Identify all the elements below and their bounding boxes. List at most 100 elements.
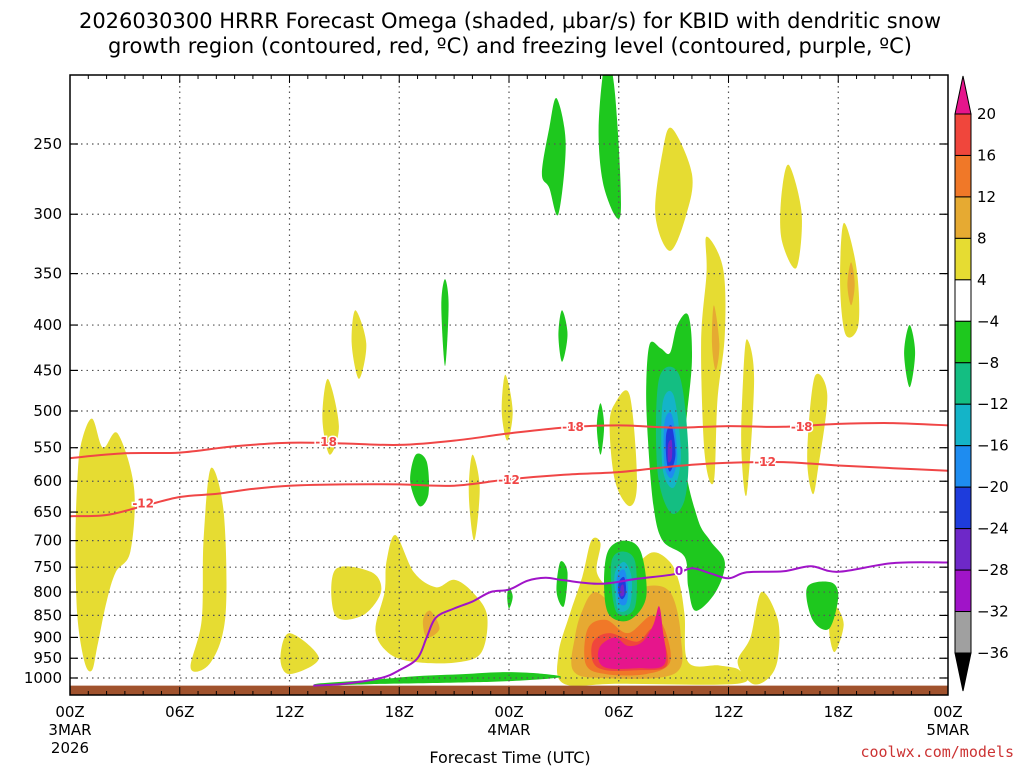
colorbar: 20 16 12 8 4 −4 −8 −12 −16 −20 −24 −28 −32 −36 xyxy=(954,75,1009,692)
y-tick-label-400: 400 xyxy=(33,316,62,334)
y-tick-label-600: 600 xyxy=(33,472,62,490)
omega-region-25 xyxy=(597,606,667,670)
x-tick-label-1: 06Z xyxy=(165,703,194,721)
contour-label-dgz-minus-18-2: -18 xyxy=(791,420,813,434)
colorbar-label-13: −36 xyxy=(977,644,1009,662)
contour-label-dgz-minus-18-1: -18 xyxy=(562,420,584,434)
colorbar-bin-5 xyxy=(954,279,972,322)
y-tick-label-350: 350 xyxy=(33,265,62,283)
omega-region-12 xyxy=(701,236,726,485)
colorbar-bin-2 xyxy=(954,154,972,198)
y-tick-label-500: 500 xyxy=(33,402,62,420)
y-tick-label-950: 950 xyxy=(33,649,62,667)
omega-region-16 xyxy=(807,373,828,495)
contour-label-dgz-minus-18-0: -18 xyxy=(315,435,337,449)
x-tick-label-6: 12Z xyxy=(714,703,743,721)
y-tick-label-700: 700 xyxy=(33,532,62,550)
omega-region-38 xyxy=(313,672,561,686)
omega-region-3 xyxy=(322,378,339,455)
colorbar-label-8: −16 xyxy=(977,437,1009,455)
colorbar-label-10: −24 xyxy=(977,520,1009,538)
omega-region-28 xyxy=(441,279,449,367)
y-tick-label-300: 300 xyxy=(33,205,62,223)
contour-freezing-level xyxy=(313,561,948,687)
axes: 250 300 350 400 450 500 550 600 650 700 750 800 850 9… xyxy=(24,74,970,757)
colorbar-bin-6 xyxy=(954,320,972,364)
x-tick-label-0: 00Z xyxy=(55,703,84,721)
omega-region-10 xyxy=(609,390,637,507)
omega-region-6 xyxy=(375,534,488,664)
colorbar-label-4: 4 xyxy=(977,271,987,289)
colorbar-label-1: 16 xyxy=(977,146,996,164)
colorbar-bin-13 xyxy=(954,611,972,654)
omega-region-1 xyxy=(190,467,227,672)
x-axis-title: Forecast Time (UTC) xyxy=(429,748,590,767)
contour-dgz-minus-18 xyxy=(70,422,948,460)
omega-shading xyxy=(75,75,916,686)
omega-region-48 xyxy=(620,584,625,597)
colorbar-bin-10 xyxy=(954,486,972,530)
colorbar-label-2: 12 xyxy=(977,188,996,206)
colorbar-bin-4 xyxy=(954,237,972,281)
colorbar-bin-7 xyxy=(954,362,972,405)
omega-region-14 xyxy=(737,591,780,685)
omega-region-47 xyxy=(667,439,673,463)
x-tick-label-2: 12Z xyxy=(275,703,304,721)
y-tick-label-550: 550 xyxy=(33,439,62,457)
y-tick-label-750: 750 xyxy=(33,558,62,576)
colorbar-label-0: 20 xyxy=(977,105,996,123)
omega-region-37 xyxy=(904,325,916,388)
credit-text[interactable]: coolwx.com/models xyxy=(860,743,1014,761)
omega-region-30 xyxy=(410,453,430,507)
colorbar-top-triangle xyxy=(954,75,972,115)
omega-region-27 xyxy=(598,75,621,219)
colorbar-bin-3 xyxy=(954,196,972,239)
colorbar-label-9: −20 xyxy=(977,478,1009,496)
colorbar-bin-9 xyxy=(954,445,972,488)
colorbar-bottom-triangle xyxy=(954,652,972,692)
omega-region-5 xyxy=(331,566,382,620)
omega-region-13 xyxy=(741,339,755,496)
x-tick-label-3: 18Z xyxy=(385,703,414,721)
contour-lines: -18 -18 -18 -12 -12 -12 0 xyxy=(70,418,948,687)
omega-region-22 xyxy=(711,305,720,371)
omega-region-31 xyxy=(596,403,605,455)
chart-title-line-2: growth region (contoured, red, ºC) and f… xyxy=(108,34,912,58)
x-tick-label-4: 00Z xyxy=(494,703,523,721)
y-tick-label-850: 850 xyxy=(33,606,62,624)
omega-region-34 xyxy=(556,561,568,607)
omega-region-8 xyxy=(468,454,480,541)
omega-region-36 xyxy=(806,581,839,631)
x-tick-date-4: 4MAR xyxy=(487,721,530,739)
omega-region-21 xyxy=(847,262,855,306)
colorbar-label-7: −12 xyxy=(977,395,1009,413)
y-tick-label-450: 450 xyxy=(33,361,62,379)
y-tick-label-250: 250 xyxy=(33,135,62,153)
colorbar-label-11: −28 xyxy=(977,561,1009,579)
contour-label-dgz-minus-12-0: -12 xyxy=(132,497,154,511)
colorbar-bin-1 xyxy=(954,113,972,156)
omega-region-11 xyxy=(655,127,693,251)
omega-region-2 xyxy=(280,633,319,675)
x-tick-label-8: 00Z xyxy=(933,703,962,721)
y-tick-label-650: 650 xyxy=(33,503,62,521)
colorbar-bin-8 xyxy=(954,403,972,447)
y-tick-label-1000: 1000 xyxy=(24,669,62,687)
x-tick-label-5: 06Z xyxy=(604,703,633,721)
omega-region-26 xyxy=(541,97,566,216)
x-tick-date-8: 5MAR xyxy=(926,721,969,739)
colorbar-label-3: 8 xyxy=(977,229,987,247)
x-tick-label-7: 18Z xyxy=(824,703,853,721)
contour-label-dgz-minus-12-2: -12 xyxy=(754,455,776,469)
y-tick-label-800: 800 xyxy=(33,583,62,601)
contour-dgz-minus-12 xyxy=(70,460,948,518)
colorbar-label-5: −4 xyxy=(977,312,999,330)
x-tick-year-0: 2026 xyxy=(51,739,89,757)
chart-title-line-1: 2026030300 HRRR Forecast Omega (shaded, … xyxy=(79,9,941,33)
omega-region-4 xyxy=(351,310,367,379)
contour-label-dgz-minus-12-1: -12 xyxy=(498,473,520,487)
omega-region-15 xyxy=(780,164,802,269)
x-tick-date-0: 3MAR xyxy=(48,721,91,739)
colorbar-label-6: −8 xyxy=(977,354,999,372)
